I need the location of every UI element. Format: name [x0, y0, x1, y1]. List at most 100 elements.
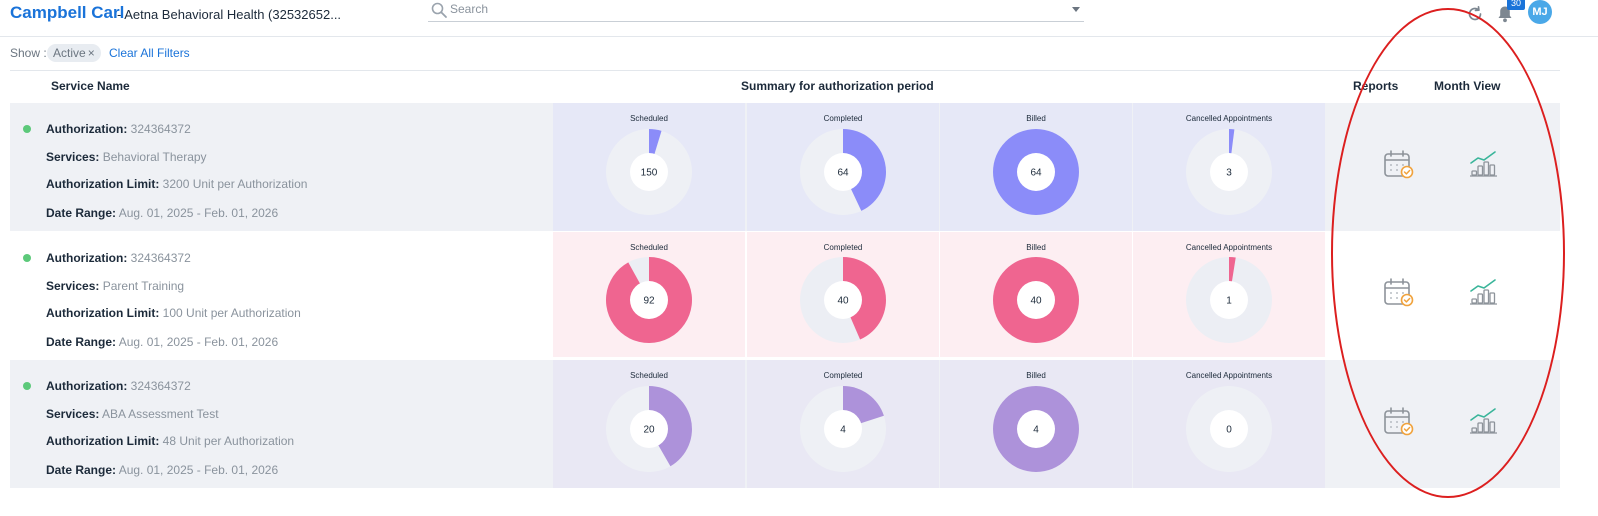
summary-cell: Scheduled 92 [553, 232, 745, 357]
services-line-label: Services: [46, 279, 100, 293]
summary-cell-title: Cancelled Appointments [1185, 114, 1273, 123]
authorization-line: Authorization: 324364372 [46, 379, 191, 393]
date-range-line-value: Aug. 01, 2025 - Feb. 01, 2026 [118, 463, 279, 477]
authorization-limit-line: Authorization Limit: 3200 Unit per Autho… [46, 177, 307, 191]
donut-hole [630, 410, 668, 448]
summary-cell-title: Scheduled [630, 114, 668, 123]
donut-hole [824, 410, 862, 448]
authorization-limit-line-label: Authorization Limit: [46, 177, 160, 191]
summary-cell: Cancelled Appointments 1 [1133, 232, 1325, 357]
donut-hole [1017, 153, 1055, 191]
donut-chart: 1 [1186, 257, 1272, 343]
donut-value: 64 [1030, 168, 1042, 179]
services-line-label: Services: [46, 150, 100, 164]
donut-chart: 4 [800, 386, 886, 472]
date-range-line-label: Date Range: [46, 463, 117, 477]
authorization-line-value: 324364372 [130, 379, 191, 393]
services-line-value: Behavioral Therapy [102, 150, 207, 164]
active-filter-chip[interactable]: Active × [47, 44, 101, 62]
top-bar: Campbell Carl - Aetna Behavioral Health … [0, 0, 1598, 37]
donut-slice [843, 257, 886, 340]
donut-chart: 64 [993, 129, 1079, 215]
search-input[interactable] [450, 0, 1050, 18]
services-line: Services: Behavioral Therapy [46, 150, 207, 164]
date-range-line: Date Range: Aug. 01, 2025 - Feb. 01, 202… [46, 335, 278, 349]
calendar-check-icon[interactable] [1383, 149, 1415, 181]
authorization-line: Authorization: 324364372 [46, 122, 191, 136]
calendar-check-icon[interactable] [1383, 406, 1415, 438]
summary-cell-title: Completed [823, 114, 863, 123]
active-filter-label: Active [53, 46, 86, 60]
reports-header: Reports [1353, 79, 1399, 93]
authorization-line-label: Authorization: [46, 122, 128, 136]
authorization-limit-line: Authorization Limit: 100 Unit per Author… [46, 306, 301, 320]
authorization-details: Authorization: 324364372 Services: Parent… [10, 232, 553, 357]
bar-trend-icon[interactable] [1468, 406, 1500, 438]
summary-cell: Scheduled 20 [553, 360, 745, 488]
avatar[interactable]: MJ [1528, 0, 1552, 24]
authorization-line-value: 324364372 [130, 251, 191, 265]
summary-cell: Completed 4 [747, 360, 939, 488]
donut-value: 150 [641, 168, 658, 179]
donut-hole [1017, 410, 1055, 448]
donut-value: 64 [837, 168, 849, 179]
authorization-row: Authorization: 324364372 Services: Parent… [10, 232, 1560, 357]
summary-cell: Billed 4 [940, 360, 1132, 488]
patient-name[interactable]: Campbell Carl [10, 3, 125, 22]
donut-chart: 64 [800, 129, 887, 215]
summary-cell-title: Completed [823, 243, 863, 252]
summary-header: Summary for authorization period [741, 79, 934, 93]
services-line: Services: Parent Training [46, 279, 184, 293]
summary-cell: Cancelled Appointments 3 [1133, 103, 1325, 231]
donut-chart: 4 [993, 386, 1079, 472]
donut-chart: 92 [605, 257, 692, 343]
date-range-line-value: Aug. 01, 2025 - Feb. 01, 2026 [118, 335, 279, 349]
calendar-check-icon[interactable] [1383, 277, 1415, 309]
donut-hole [1210, 410, 1248, 448]
donut-chart: 40 [800, 257, 886, 343]
bar-trend-icon[interactable] [1468, 149, 1500, 181]
search-icon [431, 2, 447, 18]
donut-value: 0 [1226, 425, 1232, 436]
donut-value: 40 [1030, 296, 1042, 307]
status-dot [23, 125, 31, 133]
summary-cell-title: Scheduled [630, 371, 668, 380]
date-range-line-value: Aug. 01, 2025 - Feb. 01, 2026 [118, 206, 279, 220]
summary-cell: Completed 40 [747, 232, 939, 357]
sync-icon[interactable] [1466, 5, 1484, 23]
show-label: Show : [10, 46, 47, 60]
clear-all-filters-link[interactable]: Clear All Filters [109, 46, 190, 60]
authorization-limit-line: Authorization Limit: 48 Unit per Authori… [46, 434, 294, 448]
chevron-down-icon[interactable] [1072, 7, 1080, 12]
authorization-line: Authorization: 324364372 [46, 251, 191, 265]
donut-value: 3 [1226, 168, 1232, 179]
services-line-label: Services: [46, 407, 100, 421]
date-range-line: Date Range: Aug. 01, 2025 - Feb. 01, 202… [46, 463, 278, 477]
donut-chart: 3 [1186, 129, 1272, 215]
summary-cell: Billed 64 [940, 103, 1132, 231]
close-icon[interactable]: × [87, 46, 95, 60]
status-dot [23, 254, 31, 262]
donut-value: 4 [840, 425, 846, 436]
authorization-limit-line-value: 3200 Unit per Authorization [162, 177, 308, 191]
donut-hole [1017, 281, 1055, 319]
search-bar[interactable] [428, 0, 1084, 22]
donut-value: 1 [1226, 296, 1232, 307]
authorization-line-value: 324364372 [130, 122, 191, 136]
date-range-line: Date Range: Aug. 01, 2025 - Feb. 01, 202… [46, 206, 278, 220]
donut-hole [630, 153, 668, 191]
status-dot [23, 382, 31, 390]
bar-trend-icon[interactable] [1468, 277, 1500, 309]
services-line-value: ABA Assessment Test [102, 407, 219, 421]
authorization-limit-line-label: Authorization Limit: [46, 434, 160, 448]
donut-chart: 20 [606, 386, 692, 472]
summary-cell: Billed 40 [940, 232, 1132, 357]
services-line-value: Parent Training [102, 279, 185, 293]
donut-value: 92 [643, 296, 655, 307]
authorization-row: Authorization: 324364372 Services: ABA As… [10, 360, 1560, 488]
donut-value: 40 [837, 296, 849, 307]
summary-cell: Cancelled Appointments 0 [1133, 360, 1325, 488]
services-line: Services: ABA Assessment Test [46, 407, 219, 421]
donut-hole [1210, 281, 1248, 319]
